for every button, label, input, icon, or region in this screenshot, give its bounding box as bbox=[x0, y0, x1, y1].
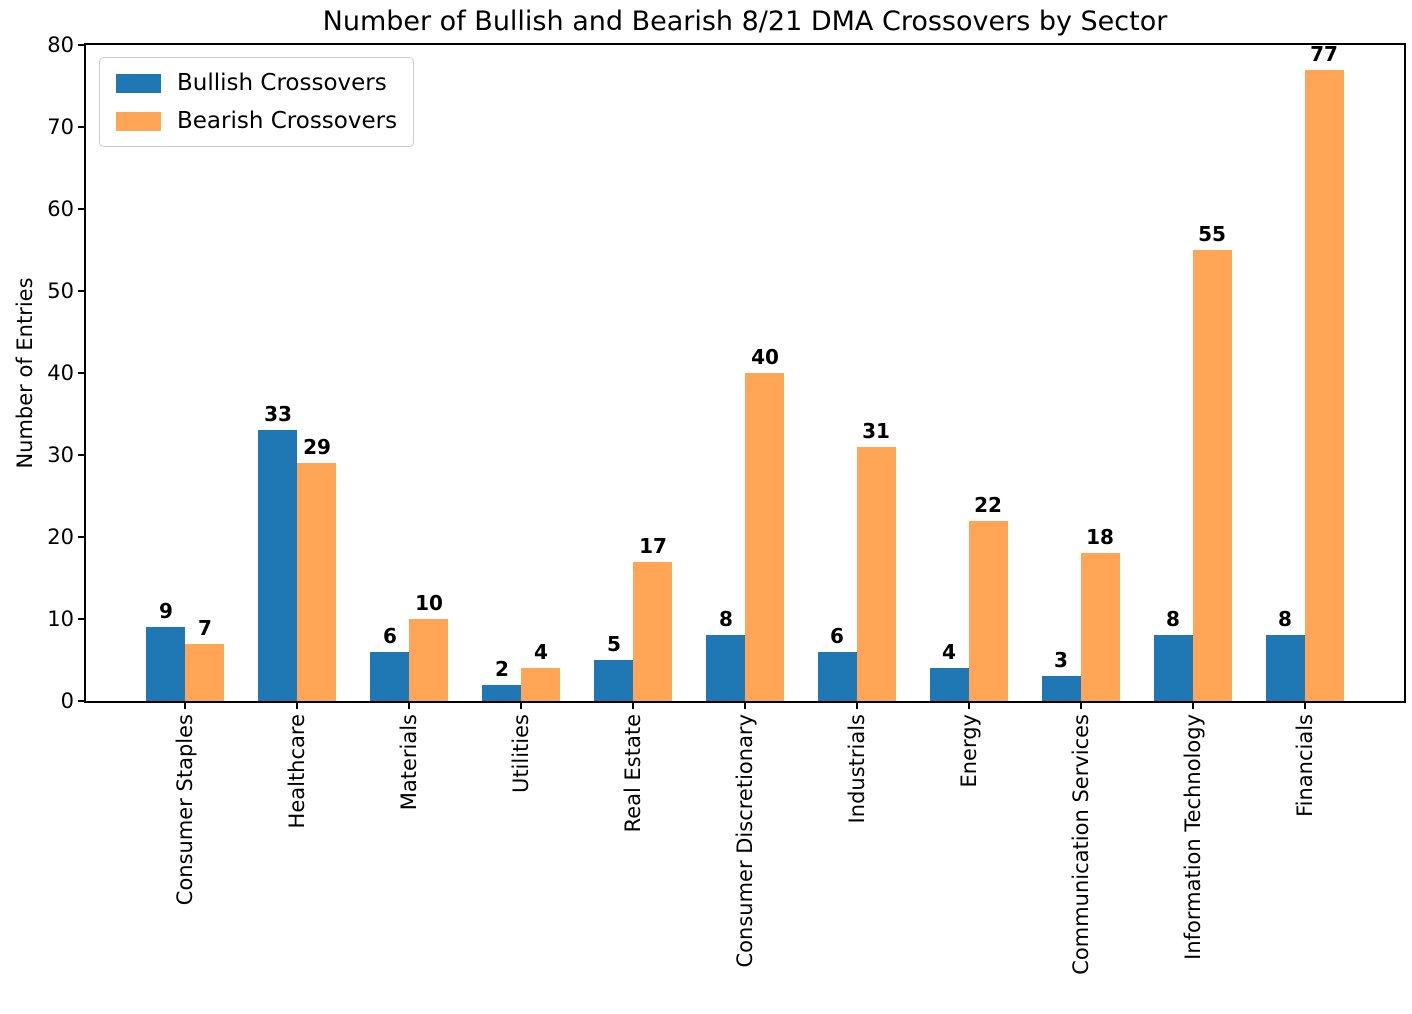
bar-value-label: 22 bbox=[974, 493, 1002, 517]
legend-item-bullish: Bullish Crossovers bbox=[116, 70, 397, 96]
bar-bullish bbox=[706, 635, 745, 701]
y-tick-label: 30 bbox=[47, 443, 74, 467]
bar-bullish bbox=[146, 627, 185, 701]
y-tick bbox=[78, 290, 86, 292]
y-tick-label: 80 bbox=[47, 33, 74, 57]
bar-bullish bbox=[930, 668, 969, 701]
bar-bearish bbox=[1081, 553, 1120, 701]
y-tick-label: 0 bbox=[60, 689, 74, 713]
x-tick-label: Consumer Discretionary bbox=[733, 714, 757, 968]
y-tick bbox=[78, 372, 86, 374]
x-tick-label: Financials bbox=[1293, 714, 1317, 817]
x-tick bbox=[632, 701, 634, 709]
x-tick bbox=[408, 701, 410, 709]
bar-bearish bbox=[409, 619, 448, 701]
x-tick-label: Consumer Staples bbox=[173, 714, 197, 906]
y-tick-label: 70 bbox=[47, 115, 74, 139]
legend: Bullish Crossovers Bearish Crossovers bbox=[99, 57, 415, 147]
x-tick bbox=[968, 701, 970, 709]
x-tick-label: Communication Services bbox=[1069, 714, 1093, 975]
bar-bullish bbox=[1266, 635, 1305, 701]
bar-value-label: 4 bbox=[942, 640, 956, 664]
bar-bearish bbox=[857, 447, 896, 701]
x-tick bbox=[856, 701, 858, 709]
bar-value-label: 4 bbox=[534, 640, 548, 664]
bar-bearish bbox=[521, 668, 560, 701]
x-tick bbox=[1192, 701, 1194, 709]
bar-bullish bbox=[1154, 635, 1193, 701]
bar-bearish bbox=[633, 562, 672, 701]
x-tick bbox=[520, 701, 522, 709]
legend-swatch-bearish bbox=[116, 111, 161, 131]
x-tick-label: Utilities bbox=[509, 714, 533, 794]
x-tick bbox=[1080, 701, 1082, 709]
x-tick bbox=[296, 701, 298, 709]
bar-value-label: 10 bbox=[415, 591, 443, 615]
bar-value-label: 6 bbox=[830, 624, 844, 648]
x-tick bbox=[184, 701, 186, 709]
x-tick-label: Materials bbox=[397, 714, 421, 811]
bar-value-label: 77 bbox=[1310, 42, 1338, 66]
x-tick bbox=[744, 701, 746, 709]
bar-value-label: 8 bbox=[1278, 607, 1292, 631]
legend-item-bearish: Bearish Crossovers bbox=[116, 108, 397, 134]
y-tick bbox=[78, 44, 86, 46]
bar-value-label: 9 bbox=[159, 599, 173, 623]
bar-value-label: 55 bbox=[1198, 222, 1226, 246]
bar-bullish bbox=[594, 660, 633, 701]
y-tick bbox=[78, 536, 86, 538]
y-tick-label: 60 bbox=[47, 197, 74, 221]
y-tick bbox=[78, 700, 86, 702]
bar-value-label: 3 bbox=[1054, 648, 1068, 672]
bar-value-label: 5 bbox=[607, 632, 621, 656]
legend-swatch-bullish bbox=[116, 73, 161, 93]
bar-bullish bbox=[370, 652, 409, 701]
bar-bullish bbox=[1042, 676, 1081, 701]
y-tick-label: 40 bbox=[47, 361, 74, 385]
bar-value-label: 33 bbox=[264, 402, 292, 426]
y-tick bbox=[78, 208, 86, 210]
bar-value-label: 8 bbox=[719, 607, 733, 631]
bar-value-label: 6 bbox=[383, 624, 397, 648]
bar-value-label: 40 bbox=[751, 345, 779, 369]
x-tick bbox=[1304, 701, 1306, 709]
bar-value-label: 29 bbox=[303, 435, 331, 459]
bar-value-label: 31 bbox=[862, 419, 890, 443]
bar-bearish bbox=[1193, 250, 1232, 701]
bar-bearish bbox=[297, 463, 336, 701]
bar-value-label: 7 bbox=[198, 616, 212, 640]
y-tick-label: 20 bbox=[47, 525, 74, 549]
y-tick bbox=[78, 126, 86, 128]
bar-bearish bbox=[969, 521, 1008, 701]
bar-value-label: 8 bbox=[1166, 607, 1180, 631]
bar-value-label: 18 bbox=[1086, 525, 1114, 549]
legend-label-bearish: Bearish Crossovers bbox=[177, 108, 398, 134]
y-tick-label: 50 bbox=[47, 279, 74, 303]
x-tick-label: Healthcare bbox=[285, 714, 309, 829]
bar-value-label: 17 bbox=[639, 534, 667, 558]
bar-bullish bbox=[258, 430, 297, 701]
x-tick-label: Real Estate bbox=[621, 714, 645, 833]
x-tick-label: Energy bbox=[957, 714, 981, 788]
bar-bearish bbox=[1305, 70, 1344, 701]
chart-title: Number of Bullish and Bearish 8/21 DMA C… bbox=[322, 6, 1168, 37]
bar-value-label: 2 bbox=[495, 657, 509, 681]
bar-bearish bbox=[745, 373, 784, 701]
x-tick-label: Information Technology bbox=[1181, 714, 1205, 960]
x-tick-label: Industrials bbox=[845, 714, 869, 824]
legend-label-bullish: Bullish Crossovers bbox=[177, 70, 387, 96]
y-tick bbox=[78, 618, 86, 620]
bar-bearish bbox=[185, 644, 224, 701]
y-tick bbox=[78, 454, 86, 456]
bar-bullish bbox=[482, 685, 521, 701]
y-tick-label: 10 bbox=[47, 607, 74, 631]
bar-bullish bbox=[818, 652, 857, 701]
